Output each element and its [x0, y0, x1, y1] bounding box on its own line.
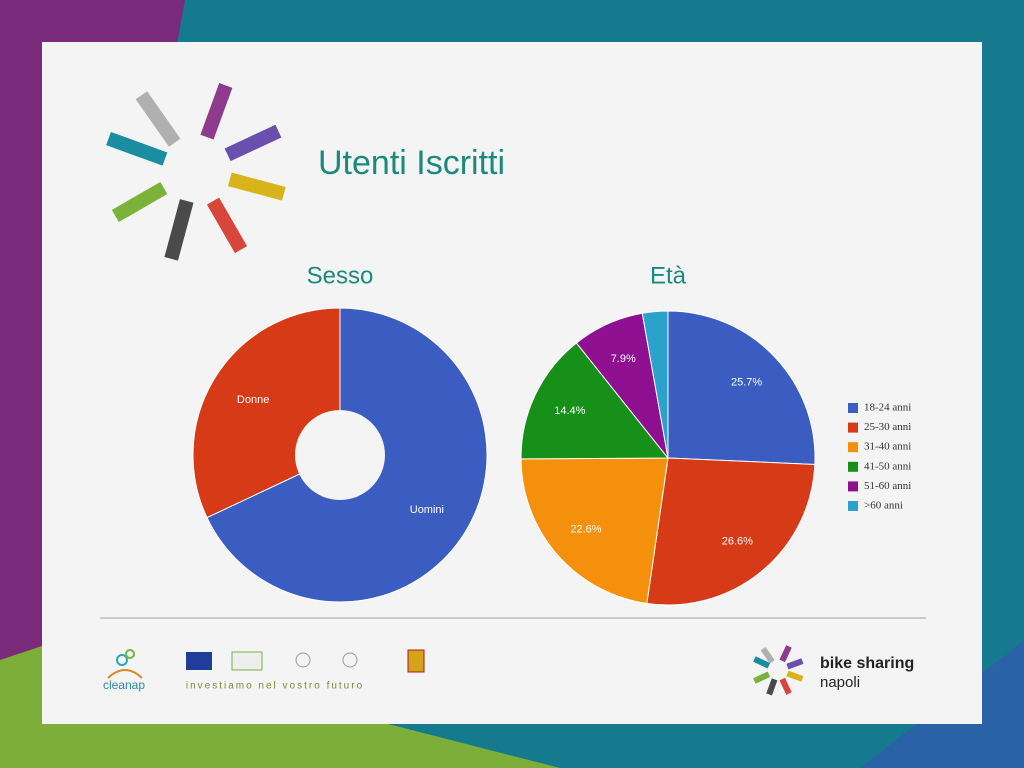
brand-logo	[753, 645, 804, 696]
legend-label: 31-40 anni	[864, 441, 911, 453]
pie-slice	[641, 310, 669, 459]
slice-label: 26.6%	[722, 536, 753, 548]
slice-label: 22.6%	[570, 523, 601, 535]
brand-name: bike sharing	[820, 655, 914, 672]
legend-swatch	[848, 501, 858, 511]
legend-swatch	[848, 422, 858, 433]
slide-title: Utenti Iscritti	[318, 144, 505, 182]
donut-hole	[295, 410, 385, 500]
slice-label: Donne	[237, 394, 269, 406]
cleanap-logo	[107, 649, 143, 679]
pie-slice	[520, 457, 669, 605]
brand-city: napoli	[820, 674, 860, 691]
legend-label: 51-60 anni	[864, 480, 911, 492]
slice-label: Uomini	[410, 504, 444, 516]
legend-swatch	[848, 442, 858, 453]
pie-slice	[646, 457, 816, 606]
legend-swatch	[848, 481, 858, 492]
legend-label: 18-24 anni	[864, 402, 911, 414]
legend-label: 41-50 anni	[864, 460, 911, 472]
sponsor-logos	[186, 649, 425, 673]
legend-swatch	[848, 461, 858, 472]
pie-slice	[667, 310, 816, 465]
legend-swatch	[848, 403, 858, 413]
slice-label: 14.4%	[554, 405, 585, 417]
logo	[106, 83, 286, 261]
chart-title: Età	[650, 262, 687, 289]
pie-slice	[520, 342, 670, 460]
chart-title: Sesso	[307, 262, 374, 289]
slice-label: 25.7%	[731, 377, 762, 389]
partner-name: cleanap	[103, 678, 145, 692]
slide-page	[42, 42, 982, 724]
legend-label: 25-30 anni	[864, 421, 911, 433]
slice-label: 7.9%	[611, 353, 636, 365]
slogan: investiamo nel vostro futuro	[186, 681, 364, 692]
legend-label: >60 anni	[864, 500, 903, 512]
